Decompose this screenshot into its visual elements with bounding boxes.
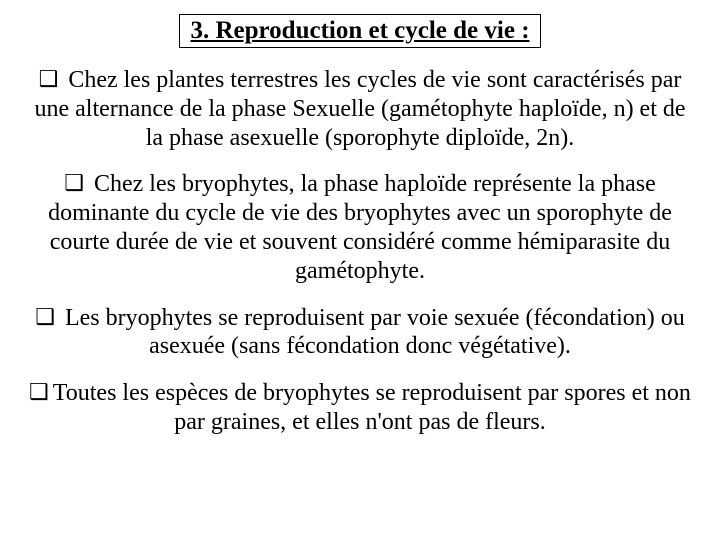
bullet-icon: ❑ [29, 379, 49, 404]
paragraph-1-text: Chez les plantes terrestres les cycles d… [34, 67, 685, 151]
paragraph-2-text: Chez les bryophytes, la phase haploïde r… [48, 171, 672, 283]
section-title: 3. Reproduction et cycle de vie : [179, 14, 540, 48]
bullet-icon: ❑ [35, 304, 55, 329]
paragraph-3: ❑ Les bryophytes se reproduisent par voi… [28, 304, 692, 362]
bullet-icon: ❑ [64, 170, 84, 195]
title-wrap: 3. Reproduction et cycle de vie : [28, 14, 692, 48]
paragraph-1: ❑ Chez les plantes terrestres les cycles… [28, 66, 692, 152]
paragraph-2: ❑ Chez les bryophytes, la phase haploïde… [28, 170, 692, 285]
paragraph-3-text: Les bryophytes se reproduisent par voie … [59, 305, 685, 360]
bullet-icon: ❑ [39, 66, 59, 91]
paragraph-4-text: Toutes les espèces de bryophytes se repr… [53, 380, 691, 435]
paragraph-4: ❑Toutes les espèces de bryophytes se rep… [28, 379, 692, 437]
